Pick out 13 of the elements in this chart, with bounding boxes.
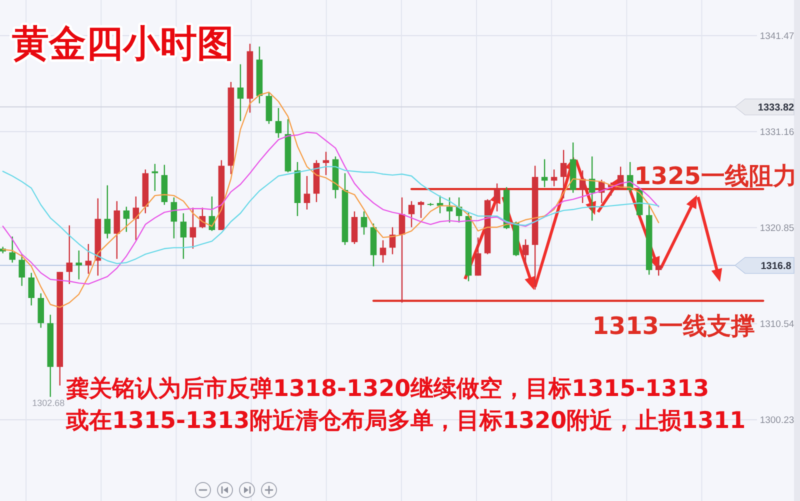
- ref-line-label: 1333.82: [758, 102, 795, 114]
- y-tick-label: 1310.54: [760, 319, 794, 330]
- y-tick-label: 1331.16: [760, 127, 794, 138]
- y-tick-label: 1320.85: [760, 223, 794, 234]
- y-tick-label: 1300.23: [760, 415, 794, 426]
- annotation: 1302.68: [32, 398, 65, 408]
- series-label: 1313一线支撑: [592, 312, 755, 340]
- annotation: 龚关铭认为后市反弹1318-1320继续做空，目标1315-1313: [66, 375, 710, 402]
- y-tick-label: 1341.47: [760, 31, 794, 42]
- text: 黄金四小时图: [12, 22, 234, 65]
- ref-line-label: 1316.8: [760, 260, 792, 272]
- series-label: 1325一线阻力: [634, 162, 797, 190]
- annotation: 或在1315-1313附近清仓布局多单，目标1320附近，止损1311: [65, 408, 746, 434]
